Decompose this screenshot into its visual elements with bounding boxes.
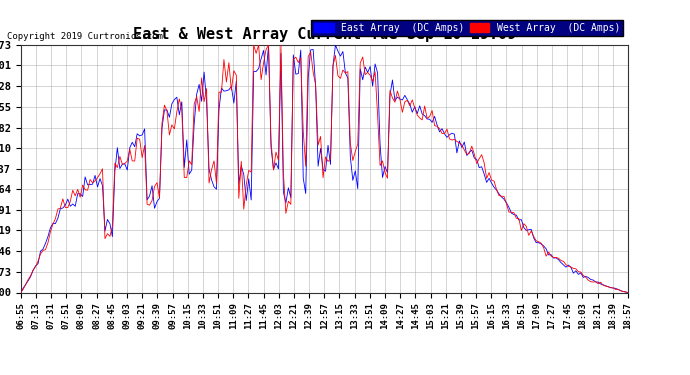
Text: Copyright 2019 Curtronics.com: Copyright 2019 Curtronics.com bbox=[7, 32, 163, 41]
Title: East & West Array Current Tue Sep 10 19:09: East & West Array Current Tue Sep 10 19:… bbox=[132, 27, 516, 42]
Legend: East Array  (DC Amps), West Array  (DC Amps): East Array (DC Amps), West Array (DC Amp… bbox=[311, 20, 623, 36]
